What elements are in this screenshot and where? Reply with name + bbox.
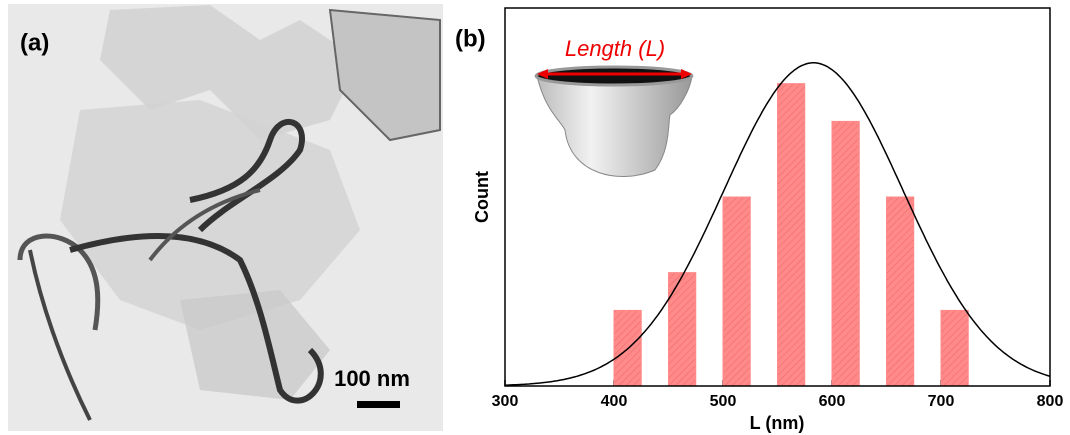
bar [723, 197, 750, 386]
micrograph: (a) 100 nm [8, 4, 443, 431]
bar [669, 273, 696, 386]
bar [887, 197, 914, 386]
bar [778, 84, 805, 386]
bar [941, 310, 968, 386]
x-axis-label: L (nm) [750, 413, 805, 433]
panel-label: (a) [20, 29, 49, 56]
x-tick-label: 300 [492, 393, 519, 410]
scale-bar-label: 100 nm [334, 366, 410, 391]
figure: (a) 100 nm (b) Count L (nm) 300 400 500 600… [0, 0, 1070, 435]
bar [832, 121, 859, 386]
scale-bar [357, 401, 400, 408]
y-axis-label: Count [472, 171, 492, 223]
x-tick-label: 700 [928, 393, 955, 410]
x-tick-label: 800 [1037, 393, 1064, 410]
inset: Length (L) [536, 36, 692, 177]
x-tick-label: 600 [819, 393, 846, 410]
x-tick-label: 400 [601, 393, 628, 410]
panel-label: (b) [455, 25, 486, 52]
annotation: Length (L) [565, 36, 665, 61]
x-tick-label: 500 [710, 393, 737, 410]
